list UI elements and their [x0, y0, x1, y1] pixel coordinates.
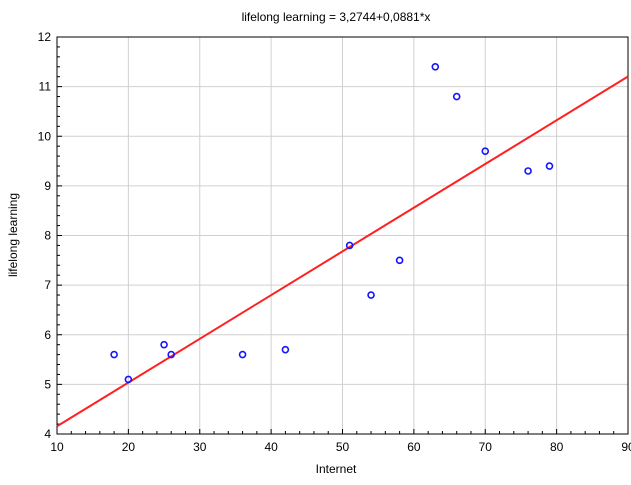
y-tick-label: 6: [44, 328, 51, 342]
y-axis-label: lifelong learning: [6, 193, 20, 277]
x-axis-label: Internet: [316, 462, 357, 476]
data-points: [110, 62, 554, 384]
data-point: [167, 350, 175, 359]
data-point: [524, 167, 532, 175]
data-point: [124, 375, 133, 384]
data-point: [110, 350, 118, 359]
x-tick-label: 90: [621, 440, 631, 454]
y-tick-label: 4: [44, 427, 51, 441]
data-point: [281, 345, 290, 354]
x-tick-label: 40: [264, 440, 278, 454]
x-axis-tick-labels: 10 20 30 40 50 60 70 80 90: [50, 440, 631, 454]
data-point: [345, 241, 354, 250]
y-tick-label: 7: [44, 278, 51, 292]
data-point: [367, 291, 375, 299]
data-point: [545, 162, 554, 170]
data-point: [431, 62, 440, 71]
x-tick-label: 30: [193, 440, 207, 454]
x-tick-label: 70: [479, 440, 493, 454]
regression-line: [56, 75, 629, 428]
axis-ticks: [56, 36, 629, 435]
x-tick-label: 50: [336, 440, 350, 454]
y-tick-label: 10: [38, 129, 52, 143]
data-point: [160, 340, 168, 349]
data-point: [395, 256, 404, 265]
y-tick-label: 5: [44, 377, 51, 391]
y-tick-label: 8: [44, 229, 51, 243]
y-axis-tick-labels: 4 5 6 7 8 9 10 11 12: [38, 30, 52, 441]
x-tick-label: 20: [122, 440, 136, 454]
data-point: [238, 350, 247, 359]
data-point: [452, 92, 461, 101]
x-tick-label: 80: [550, 440, 564, 454]
y-tick-label: 12: [38, 30, 52, 44]
x-tick-label: 60: [407, 440, 421, 454]
x-tick-label: 10: [50, 440, 64, 454]
chart-title: lifelong learning = 3,2744+0,0881*x: [242, 10, 431, 24]
grid-lines: [57, 37, 628, 434]
data-point: [481, 147, 490, 155]
y-tick-label: 11: [39, 80, 52, 94]
y-tick-label: 9: [44, 179, 51, 193]
